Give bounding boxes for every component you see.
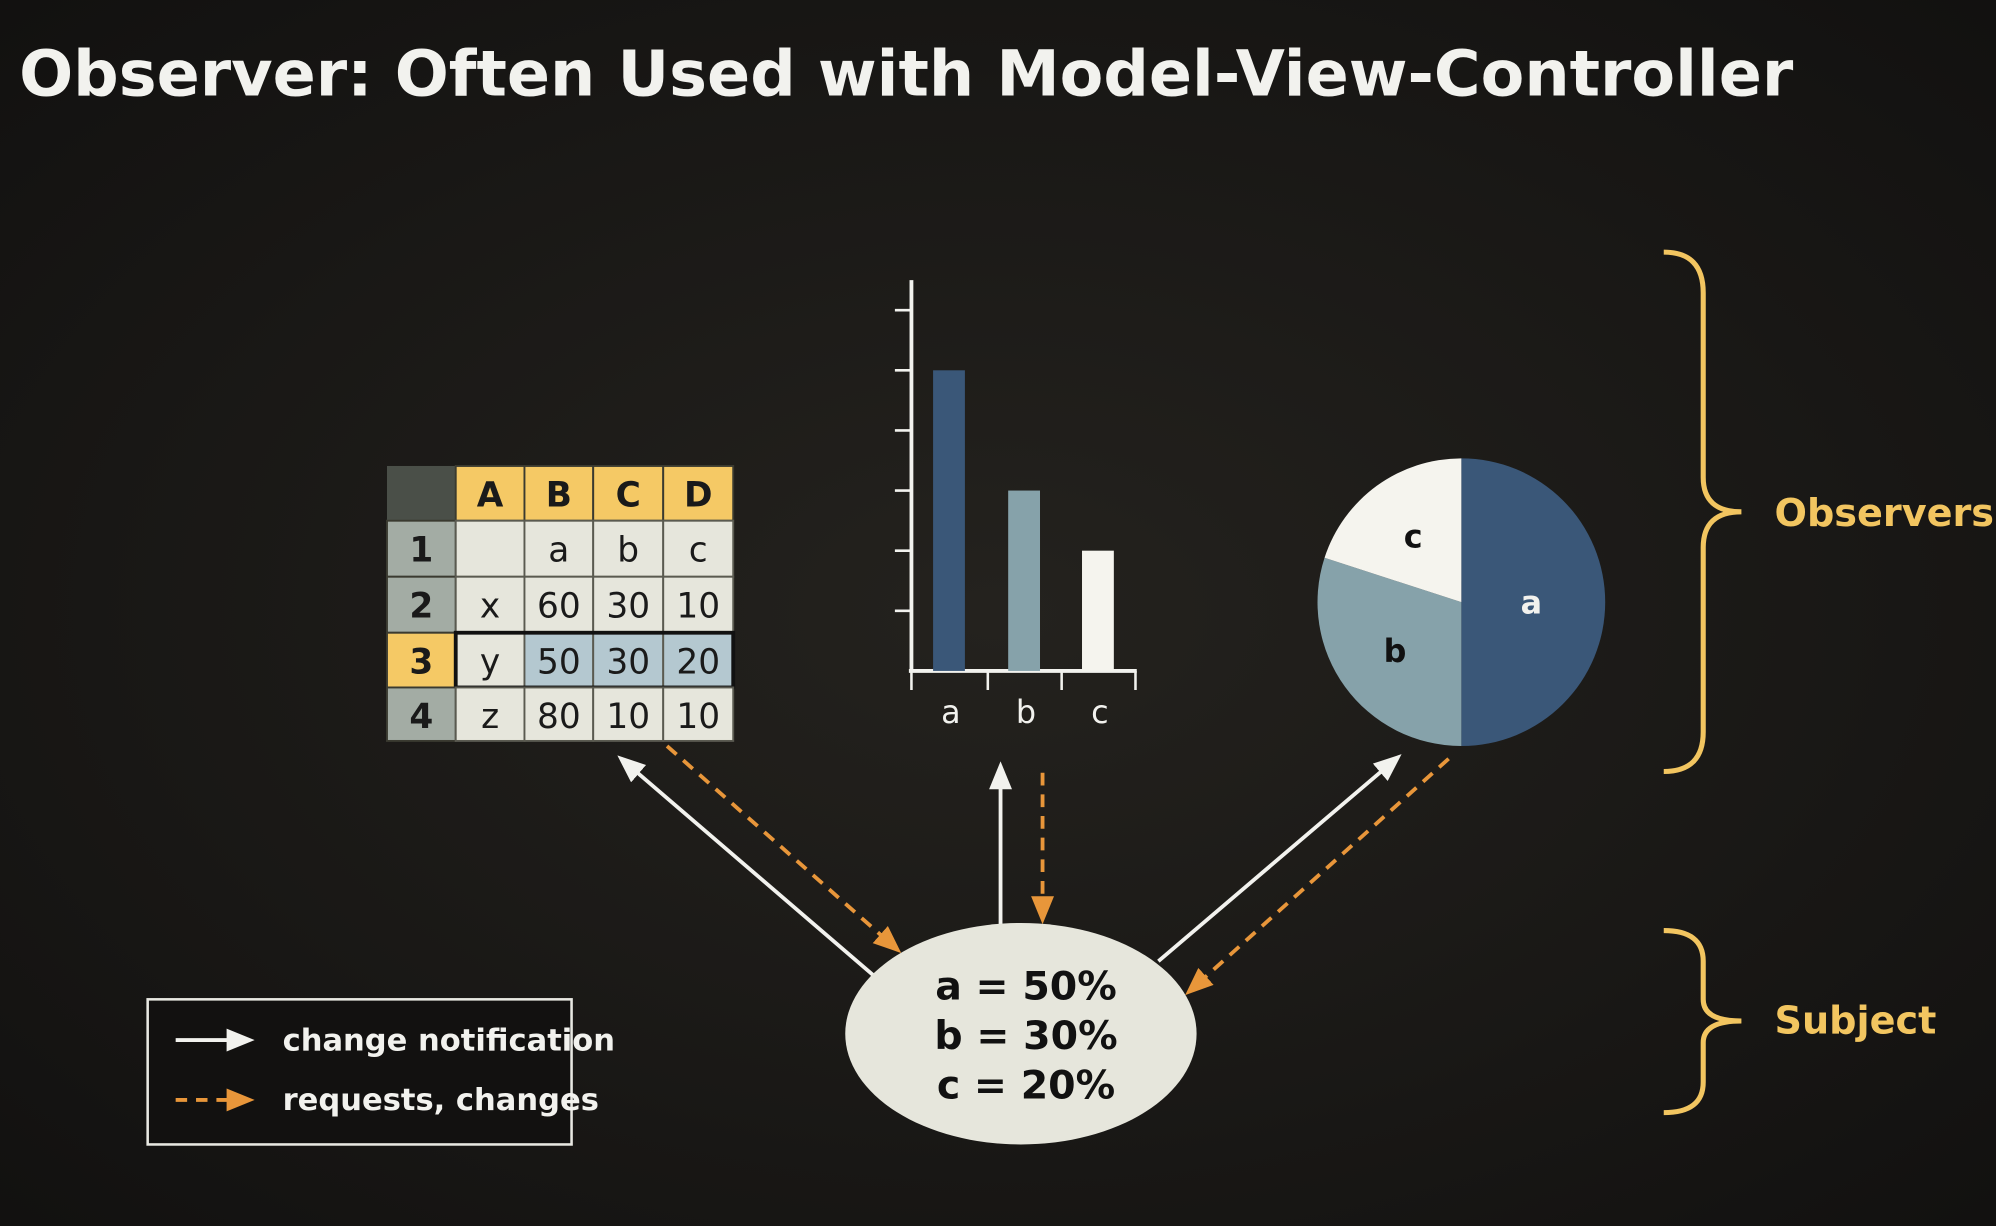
- corner-cell: [386, 465, 456, 521]
- table-cell-text: 10: [676, 697, 720, 737]
- subject-value-b: b = 30%: [934, 1013, 1117, 1059]
- table-cell: [592, 686, 665, 742]
- legend-notify-label: change notification: [283, 1023, 615, 1058]
- bar-c: [1082, 550, 1114, 671]
- table-cell: [592, 575, 665, 634]
- table-cell: [454, 631, 526, 689]
- legend-request-label: requests, changes: [283, 1083, 599, 1118]
- pie-slice-a: [1461, 458, 1606, 747]
- bar-a: [933, 370, 965, 671]
- subject-brace-icon: [1663, 928, 1742, 1116]
- observers-brace-icon: [1663, 249, 1742, 775]
- table-cell-text: c: [689, 530, 708, 570]
- row-header-2: 2: [409, 586, 433, 626]
- table-cell: [662, 631, 735, 689]
- request-arrow-pie-chart: [1185, 757, 1450, 996]
- table-cell: [592, 631, 665, 689]
- bar-b: [1008, 490, 1041, 671]
- pie-slice-b: [1317, 557, 1462, 747]
- row-header-3: 3: [409, 642, 433, 682]
- notify-arrow-pie-chart: [1157, 754, 1402, 963]
- pie-label-b: b: [1384, 632, 1407, 670]
- table-cell-text: 80: [537, 697, 581, 737]
- x-tick-label-c: c: [1091, 693, 1109, 731]
- row-header-1: 1: [409, 530, 433, 570]
- table-cell: [523, 686, 595, 742]
- table-cell-text: 60: [537, 586, 581, 626]
- notify-arrow-spreadsheet: [617, 755, 875, 977]
- subject-value-c: c = 20%: [937, 1063, 1115, 1109]
- slide-title: Observer: Often Used with Model-View-Con…: [19, 38, 1794, 112]
- table-cell-text: b: [617, 530, 639, 570]
- table-cell-text: x: [480, 586, 500, 626]
- pie-slice-c: [1324, 458, 1462, 603]
- row-header-cell: [386, 686, 457, 742]
- table-cell-text: 50: [537, 642, 581, 682]
- table-cell: [523, 631, 595, 689]
- table-cell-text: z: [481, 697, 499, 737]
- table-cell-text: 30: [606, 642, 650, 682]
- row-header-cell: [386, 631, 457, 689]
- pie-label-c: c: [1404, 517, 1423, 555]
- table-cell: [454, 519, 526, 578]
- column-header-A: A: [477, 476, 504, 516]
- column-header-D: D: [684, 476, 713, 516]
- table-cell-text: 10: [606, 697, 650, 737]
- row-header-4: 4: [409, 697, 433, 737]
- column-header-B: B: [546, 476, 572, 516]
- pie-label-a: a: [1521, 584, 1542, 622]
- table-cell-text: a: [548, 530, 569, 570]
- column-header-cell: [523, 465, 595, 522]
- table-cell-text: 20: [676, 642, 720, 682]
- subject-label: Subject: [1775, 1000, 1937, 1044]
- bar-chart-view: a b c: [894, 280, 1137, 731]
- table-cell: [662, 686, 735, 742]
- table-cell: [662, 575, 735, 634]
- x-tick-label-a: a: [941, 693, 961, 731]
- column-header-cell: [454, 465, 526, 522]
- observers-label: Observers: [1775, 492, 1995, 536]
- column-header-cell: [592, 465, 665, 522]
- table-cell: [454, 575, 526, 634]
- table-cell-text: y: [480, 642, 500, 682]
- row-header-cell: [386, 575, 457, 634]
- subject-value-a: a = 50%: [935, 963, 1117, 1009]
- table-cell: [454, 686, 526, 742]
- request-arrow-spreadsheet: [665, 744, 902, 954]
- table-cell: [662, 519, 735, 578]
- pie-chart-view: a b c: [1317, 458, 1606, 747]
- x-tick-label-b: b: [1016, 693, 1036, 731]
- legend: change notification requests, changes: [146, 998, 615, 1146]
- column-header-C: C: [616, 476, 641, 516]
- subject-node: a = 50% b = 30% c = 20%: [845, 922, 1197, 1145]
- spreadsheet-view: A B C D 1 a b c 2 x 60 30 10 3 y 50 30 20 4 z 80 10 10: [386, 465, 736, 742]
- table-cell-text: 10: [676, 586, 720, 626]
- table-cell-text: 30: [606, 586, 650, 626]
